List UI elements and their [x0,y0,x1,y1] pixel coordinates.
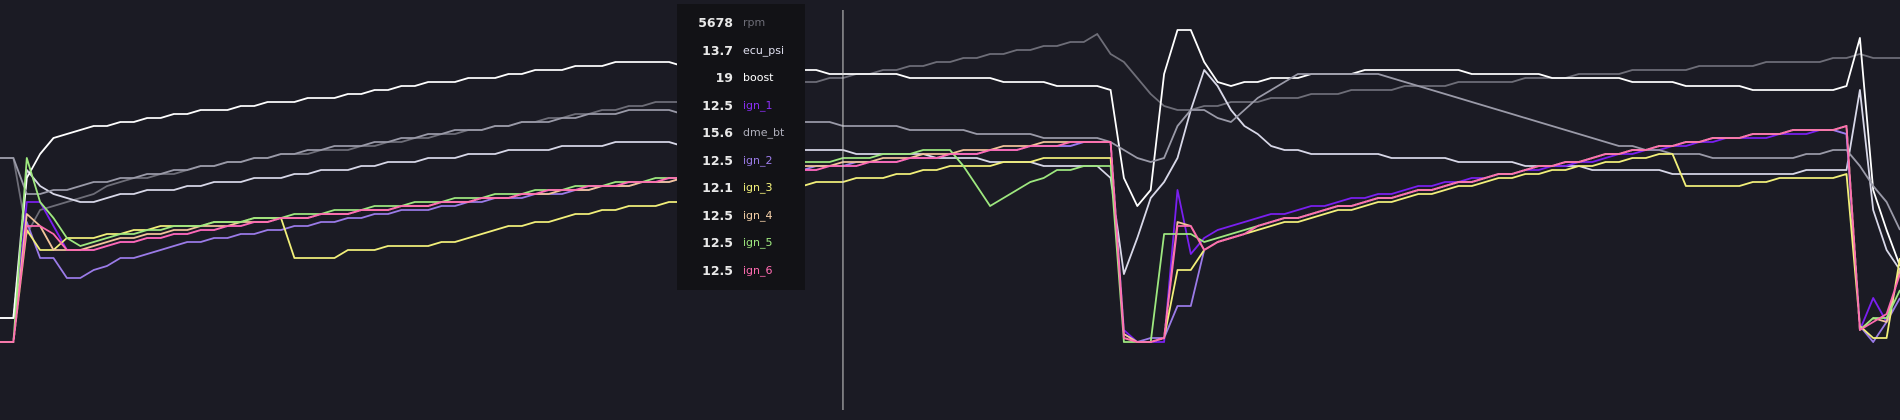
tooltip-series-name: ign_4 [743,208,773,222]
tooltip-row-ign-2: 12.5 ign_2 [677,147,805,175]
tooltip-value: 19 [715,70,733,86]
series-line-dme-bt [0,73,1900,231]
tooltip-value: 12.5 [702,262,733,278]
tooltip-value: 12.1 [702,180,733,196]
tooltip-value: 12.5 [702,152,733,168]
series-line-ign-3 [0,153,1900,343]
tooltip-value: 15.6 [702,125,733,141]
series-line-ecu-psi [0,69,1900,319]
tooltip-series-name: rpm [743,16,766,30]
value-tooltip: 5678 rpm 13.7 ecu_psi 19 boost 12.5 ign_1 15.6 dm… [677,4,805,290]
tooltip-value: 13.7 [702,42,733,58]
tooltip-value: 12.5 [702,235,733,251]
tooltip-value: 12.5 [702,97,733,113]
tooltip-row-ign-3: 12.1 ign_3 [677,174,805,202]
tooltip-series-name: ign_5 [743,236,773,250]
tooltip-series-name: ign_3 [743,181,773,195]
tooltip-row-rpm: 5678 rpm [677,9,805,37]
tooltip-row-ign-4: 12.5 ign_4 [677,202,805,230]
tooltip-row-ecu-psi: 13.7 ecu_psi [677,37,805,65]
tooltip-value: 5678 [698,15,733,31]
series-line-boost [0,29,1900,319]
tooltip-value: 12.5 [702,207,733,223]
tooltip-series-name: ecu_psi [743,43,785,57]
tooltip-series-name: dme_bt [743,126,785,140]
tooltip-series-name: ign_6 [743,263,773,277]
tooltip-series-name: ign_2 [743,153,773,167]
tooltip-series-name: boost [743,71,774,85]
series-line-rpm [0,33,1900,235]
tooltip-row-dme-bt: 15.6 dme_bt [677,119,805,147]
tooltip-row-ign-6: 12.5 ign_6 [677,257,805,285]
tooltip-row-ign-1: 12.5 ign_1 [677,92,805,120]
series-layer [0,29,1900,343]
tooltip-row-ign-5: 12.5 ign_5 [677,229,805,257]
tooltip-row-boost: 19 boost [677,64,805,92]
series-line-ign-6 [0,125,1900,343]
tooltip-series-name: ign_1 [743,98,773,112]
